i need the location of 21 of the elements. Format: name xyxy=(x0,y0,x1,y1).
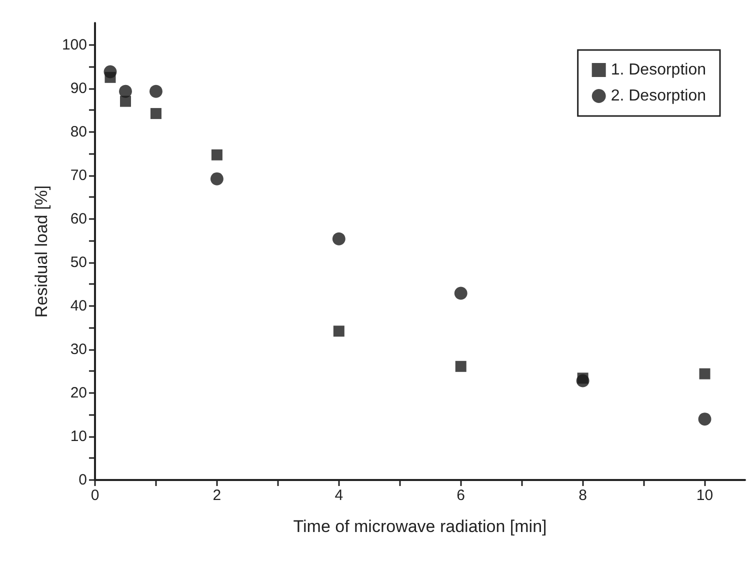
y-tick-label: 60 xyxy=(70,210,87,228)
y-tick-label: 50 xyxy=(70,254,87,271)
x-tick-label: 4 xyxy=(334,487,344,504)
x-tick-label: 10 xyxy=(696,487,714,504)
y-tick-label: 20 xyxy=(70,384,87,402)
legend-label: 1. Desorption xyxy=(610,62,706,78)
y-tick-label: 70 xyxy=(70,166,87,184)
y-tick-label: 10 xyxy=(70,428,87,445)
y-tick-label: 80 xyxy=(70,123,87,140)
x-tick-label: 2 xyxy=(212,487,222,504)
y-tick-label: 100 xyxy=(62,36,87,54)
y-tick-label: 0 xyxy=(78,472,87,488)
legend-label: 2. Desorption xyxy=(610,88,706,104)
y-tick-label: 30 xyxy=(70,340,87,358)
x-tick-label: 6 xyxy=(456,487,466,504)
x-tick-label: 0 xyxy=(90,487,100,504)
y-axis-title: Residual load [%] xyxy=(32,185,51,318)
x-axis-title: Time of microwave radiation [min] xyxy=(293,517,547,536)
y-tick-label: 90 xyxy=(70,80,87,97)
x-tick-label: 8 xyxy=(578,487,587,504)
y-tick-label: 40 xyxy=(70,297,87,314)
